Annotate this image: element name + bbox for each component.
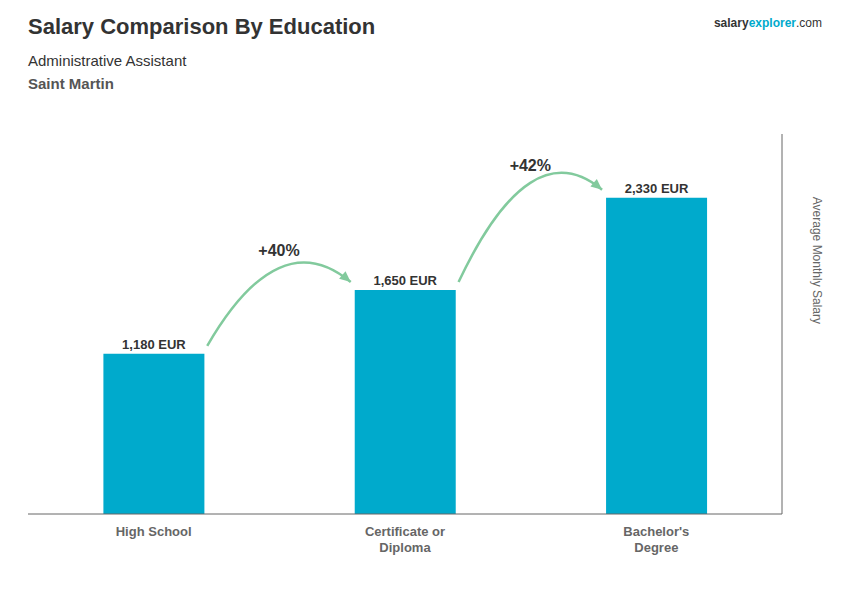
svg-text:Certificate orDiploma: Certificate orDiploma bbox=[365, 524, 445, 555]
html-text:salary explorer.com: salary explorer.com bbox=[713, 16, 822, 30]
html-text:Saint Martin: Saint Martin bbox=[28, 75, 114, 92]
svg-text:2,330 EUR: 2,330 EUR bbox=[625, 181, 689, 196]
svg-text:1,650 EUR: 1,650 EUR bbox=[373, 273, 437, 288]
html-text:Salary Comparison By Education: Salary Comparison By Education bbox=[28, 14, 376, 39]
svg-text:1,180 EUR: 1,180 EUR bbox=[122, 337, 186, 352]
svg-text:+42%: +42% bbox=[510, 157, 551, 174]
svg-text:Average Monthly Salary: Average Monthly Salary bbox=[810, 197, 824, 324]
svg-text:+40%: +40% bbox=[258, 242, 299, 259]
svg-text:High School: High School bbox=[116, 524, 192, 539]
svg-text:Bachelor'sDegree: Bachelor'sDegree bbox=[623, 524, 689, 555]
html-text:Administrative Assistant: Administrative Assistant bbox=[28, 52, 187, 69]
